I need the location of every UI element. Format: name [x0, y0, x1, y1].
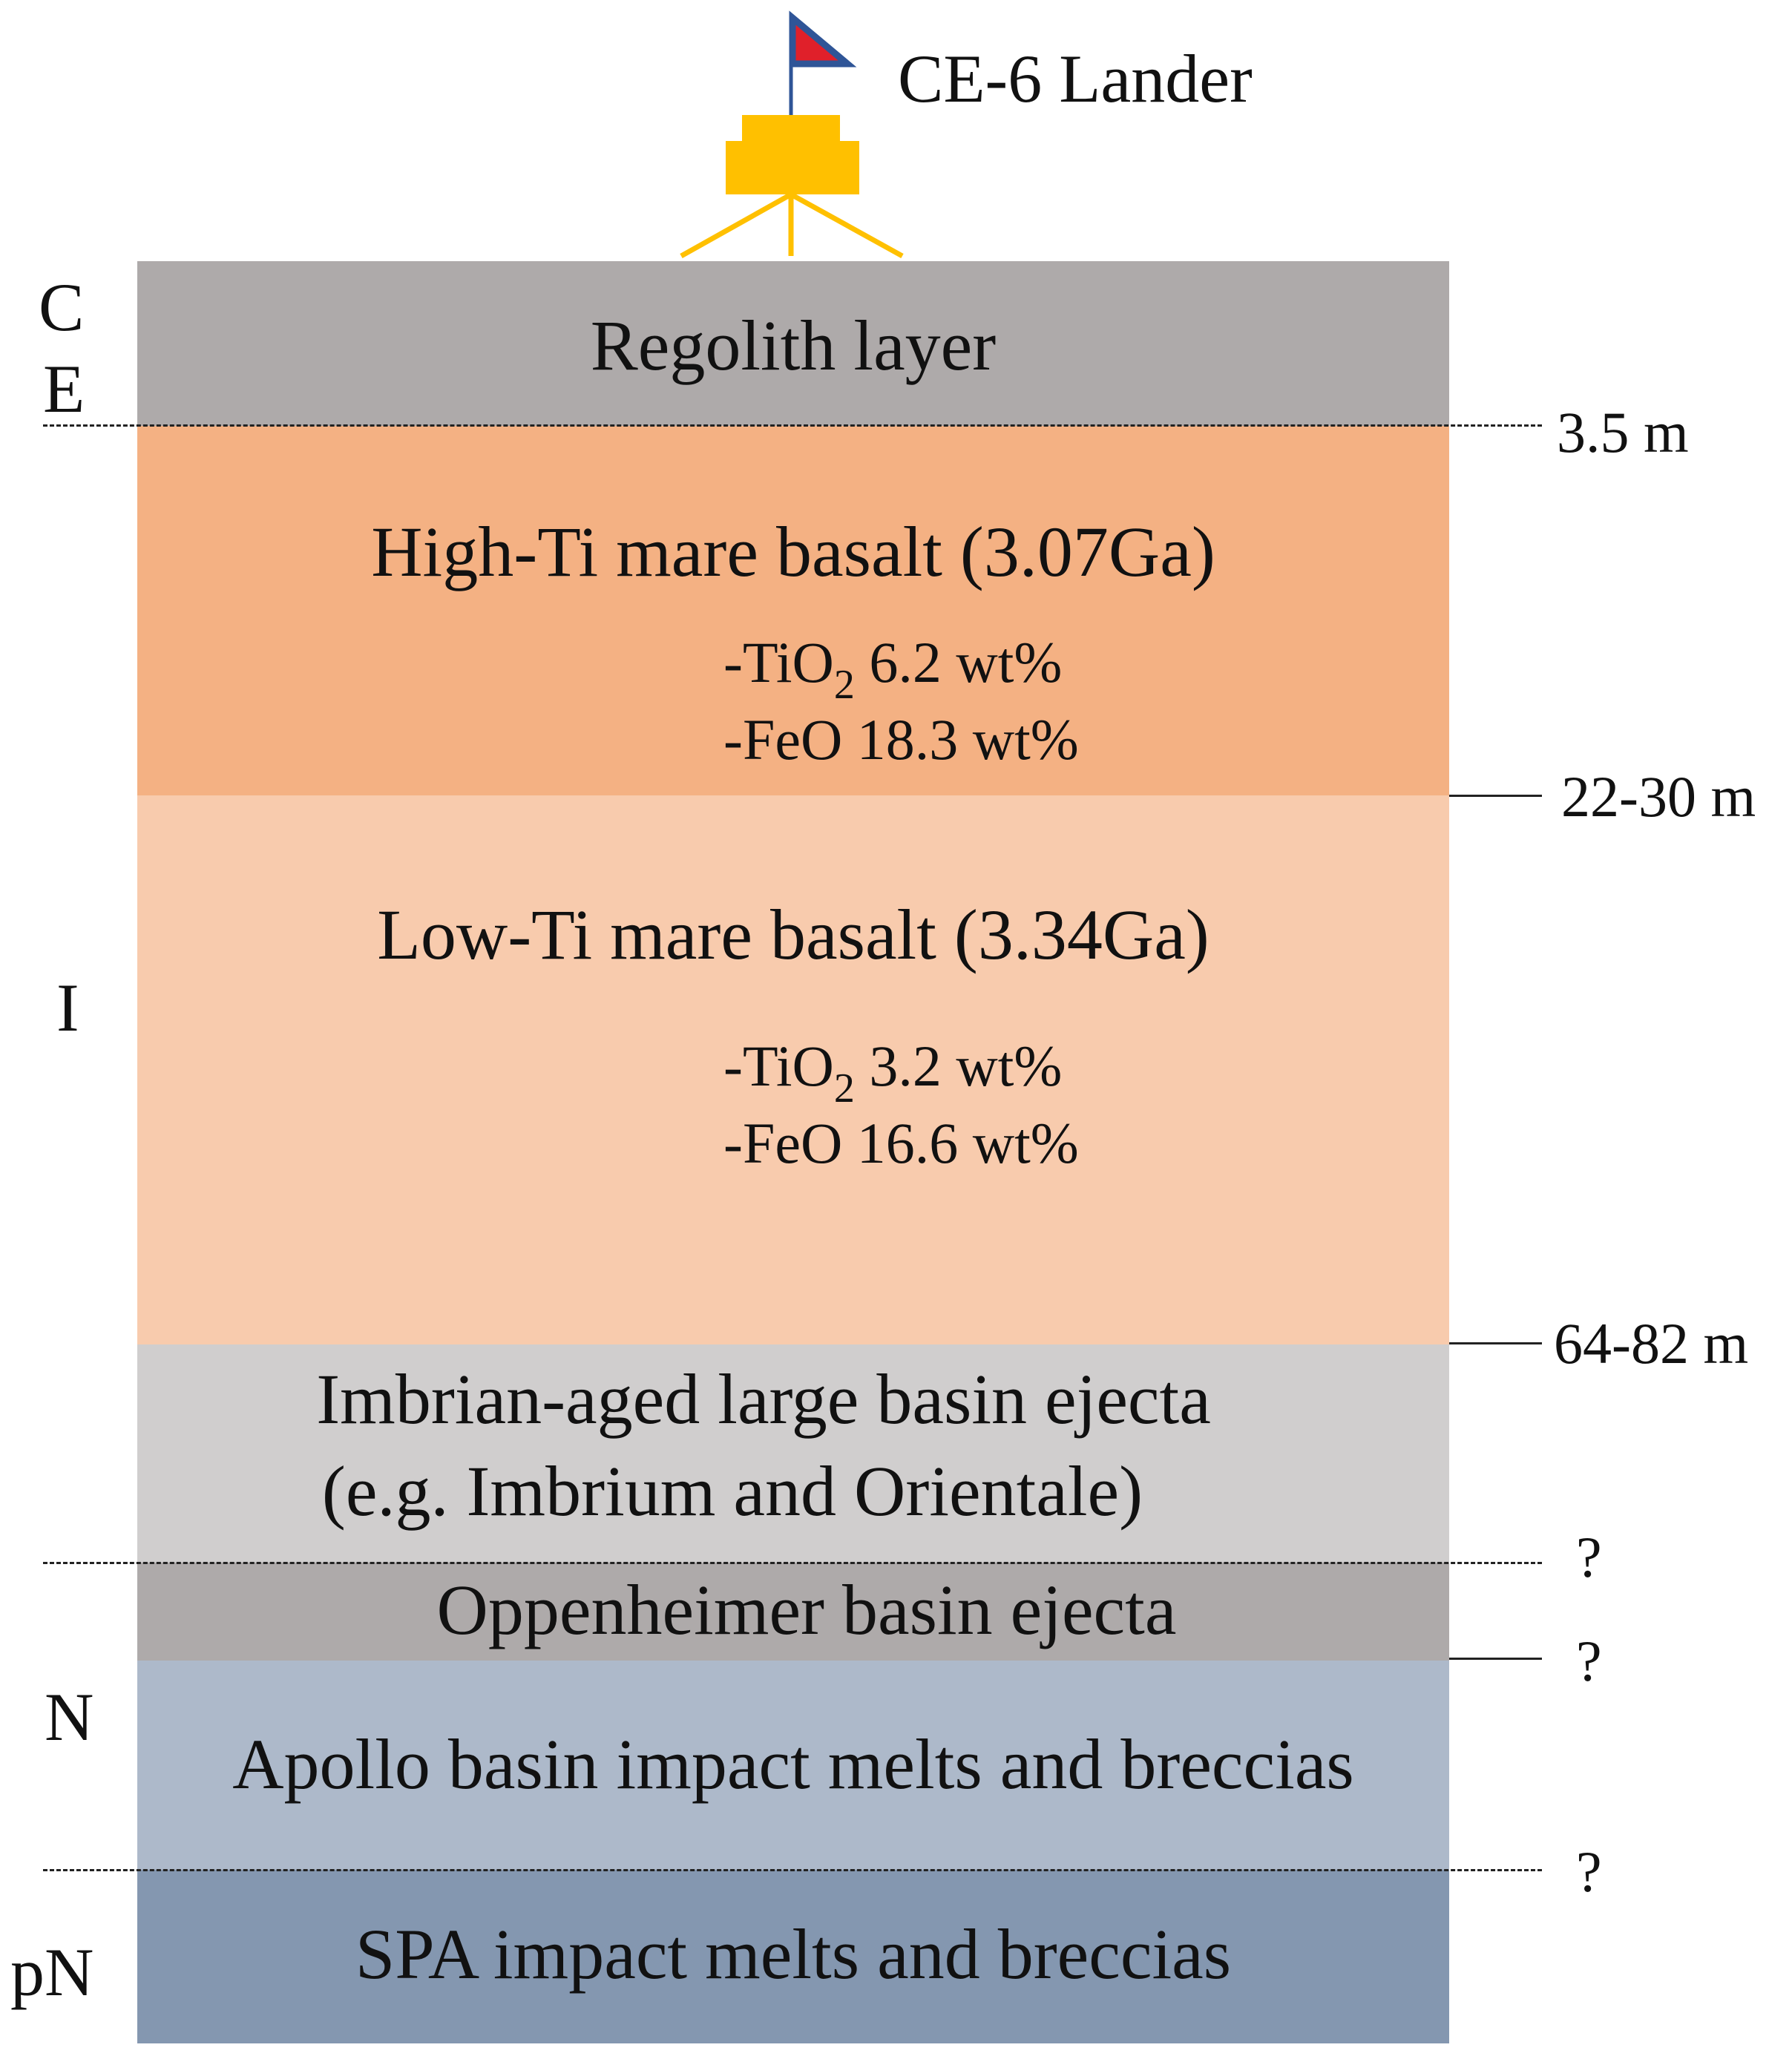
lander-body	[726, 141, 859, 194]
lander-top-module	[742, 115, 840, 145]
lander-leg-left	[680, 191, 792, 259]
layer-spa-title: SPA impact melts and breccias	[355, 1914, 1232, 1994]
depth-label-oppenheimer: ?	[1576, 1629, 1602, 1693]
era-label-n: N	[45, 1679, 94, 1755]
layer-apollo-title: Apollo basin impact melts and breccias	[232, 1724, 1354, 1804]
layer-regolith-title: Regolith layer	[590, 306, 997, 385]
era-label-i: I	[56, 970, 79, 1045]
layer-oppenheimer-ejecta: Oppenheimer basin ejecta	[137, 1563, 1449, 1661]
low-ti-feo-value: -FeO 16.6 wt%	[723, 1111, 1079, 1175]
depth-label-low-ti: 64-82 m	[1554, 1311, 1749, 1376]
depth-label-high-ti: 22-30 m	[1561, 764, 1756, 829]
low-ti-tio2-value: -TiO2 3.2 wt%	[723, 1034, 1063, 1111]
lander-leg-right	[790, 191, 904, 259]
lander-label: CE-6 Lander	[898, 41, 1253, 116]
layer-high-ti-basalt: High-Ti mare basalt (3.07Ga) -TiO2 6.2 w…	[137, 426, 1449, 795]
layer-low-ti-basalt: Low-Ti mare basalt (3.34Ga) -TiO2 3.2 wt…	[137, 795, 1449, 1344]
layer-imbrian-ejecta: Imbrian-aged large basin ejecta (e.g. Im…	[137, 1344, 1449, 1563]
boundary-apollo-base	[43, 1869, 1542, 1871]
high-ti-tio2-value: -TiO2 6.2 wt%	[723, 630, 1063, 708]
layer-high-ti-title: High-Ti mare basalt (3.07Ga)	[371, 512, 1215, 591]
depth-label-imbrian: ?	[1576, 1525, 1602, 1589]
layer-imbrian-title-line1: Imbrian-aged large basin ejecta	[316, 1359, 1211, 1439]
boundary-high-ti-base	[1449, 795, 1542, 797]
layer-apollo-melts: Apollo basin impact melts and breccias	[137, 1661, 1449, 1870]
era-label-ce-line1: C	[39, 269, 85, 345]
lander-flag-icon	[789, 10, 857, 68]
layer-oppenheimer-title: Oppenheimer basin ejecta	[436, 1570, 1177, 1649]
ce6-lander-graphic	[680, 10, 904, 259]
depth-label-apollo: ?	[1576, 1839, 1602, 1904]
depth-label-regolith: 3.5 m	[1557, 400, 1689, 464]
boundary-regolith-base	[43, 424, 1542, 427]
era-label-pn: pN	[10, 1934, 94, 2010]
layer-imbrian-title-line2: (e.g. Imbrium and Orientale)	[321, 1451, 1143, 1531]
high-ti-feo-value: -FeO 18.3 wt%	[723, 707, 1079, 772]
layer-regolith: Regolith layer	[137, 261, 1449, 426]
layer-spa-melts: SPA impact melts and breccias	[137, 1870, 1449, 2043]
layer-low-ti-title: Low-Ti mare basalt (3.34Ga)	[377, 895, 1210, 974]
boundary-imbrian-base	[43, 1562, 1542, 1564]
boundary-low-ti-base	[1449, 1342, 1542, 1344]
boundary-oppenheimer-base	[1449, 1658, 1542, 1660]
era-label-ce-line2: E	[43, 351, 85, 427]
